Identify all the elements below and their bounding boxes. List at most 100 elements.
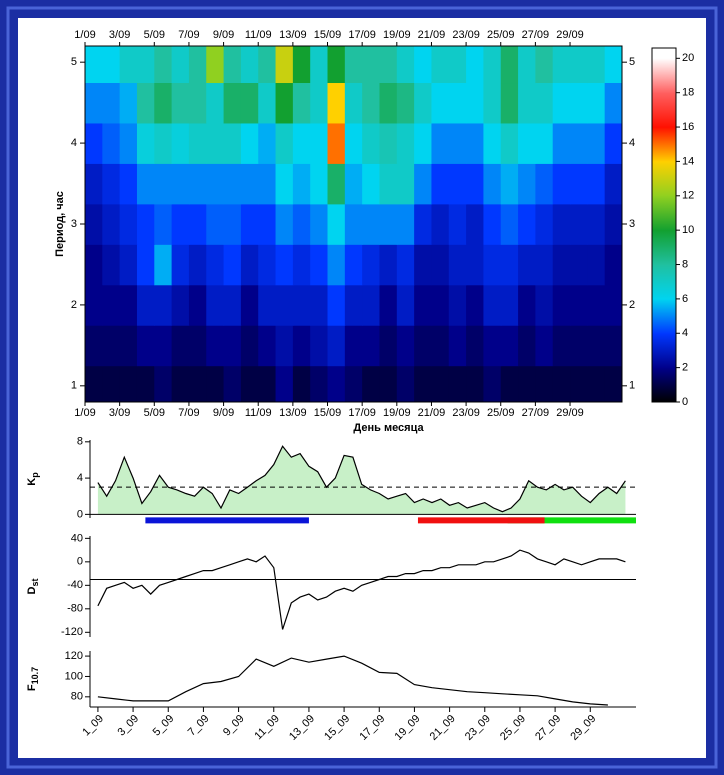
heatmap-cell bbox=[240, 82, 259, 124]
heatmap-cell bbox=[483, 325, 502, 367]
heatmap-cell bbox=[206, 244, 225, 286]
heatmap-cell bbox=[552, 46, 571, 84]
heatmap-cell bbox=[275, 365, 294, 402]
heatmap-cell bbox=[188, 244, 207, 286]
heatmap-cell bbox=[171, 244, 190, 286]
heatmap-cell bbox=[206, 122, 225, 164]
colorbar-segment bbox=[652, 367, 676, 403]
heatmap-cell bbox=[379, 365, 398, 402]
x-tick-label: 5/09 bbox=[144, 407, 165, 419]
heatmap-cell bbox=[310, 163, 329, 205]
y-tick-label: 8 bbox=[77, 436, 83, 448]
heatmap-cell bbox=[448, 203, 467, 245]
heatmap-cell bbox=[275, 46, 294, 84]
heatmap-cell bbox=[275, 203, 294, 245]
y-axis-label-main: D bbox=[26, 586, 38, 594]
colorbar-segment bbox=[652, 298, 676, 334]
heatmap-cell bbox=[570, 365, 588, 402]
colorbar-tick-label: 18 bbox=[682, 87, 694, 99]
heatmap-cell bbox=[240, 365, 259, 402]
x-tick-label-top: 1/09 bbox=[74, 29, 95, 41]
heatmap-cell bbox=[362, 163, 381, 205]
x-tick-label-top: 9/09 bbox=[213, 29, 234, 41]
heatmap-cell bbox=[292, 163, 311, 205]
heatmap-cell bbox=[310, 284, 329, 326]
heatmap-cell bbox=[448, 325, 467, 367]
heatmap-cell bbox=[414, 203, 433, 245]
heatmap-cell bbox=[414, 325, 433, 367]
heatmap-cell bbox=[344, 82, 363, 124]
colorbar-tick-label: 10 bbox=[682, 224, 694, 236]
y-tick-label: 120 bbox=[65, 650, 83, 662]
y-tick-label: 2 bbox=[71, 299, 77, 311]
heatmap-cell bbox=[570, 284, 588, 326]
interval-bar bbox=[145, 517, 309, 524]
heatmap-cell bbox=[275, 122, 294, 164]
heatmap-cell bbox=[518, 82, 536, 124]
heatmap-cell bbox=[396, 244, 415, 286]
heatmap-cell bbox=[362, 203, 381, 245]
heatmap-cell bbox=[223, 365, 242, 402]
heatmap-cell bbox=[483, 284, 502, 326]
heatmap-cell bbox=[171, 284, 190, 326]
heatmap-cell bbox=[379, 163, 398, 205]
heatmap-cell bbox=[188, 325, 207, 367]
heatmap-cell bbox=[102, 284, 121, 326]
heatmap-cell bbox=[102, 244, 121, 286]
heatmap-cell bbox=[448, 284, 467, 326]
y-axis-label-main: K bbox=[26, 478, 38, 486]
heatmap-cell bbox=[310, 46, 329, 84]
heatmap-cell bbox=[362, 244, 381, 286]
colorbar-segment bbox=[652, 58, 676, 94]
colorbar-border bbox=[651, 47, 677, 403]
heatmap-cell bbox=[275, 284, 294, 326]
heatmap-cell bbox=[119, 325, 138, 367]
heatmap-cell bbox=[570, 203, 588, 245]
heatmap-cell bbox=[362, 284, 381, 326]
heatmap-cell bbox=[85, 365, 103, 402]
heatmap-cell bbox=[171, 365, 190, 402]
heatmap-cell bbox=[223, 203, 242, 245]
heatmap-cell bbox=[448, 46, 467, 84]
y-tick-label: 80 bbox=[71, 691, 83, 703]
heatmap-cell bbox=[240, 244, 259, 286]
heatmap-cell bbox=[154, 284, 173, 326]
y-tick-label: 5 bbox=[71, 56, 77, 68]
heatmap-cell bbox=[362, 122, 381, 164]
colorbar-segment bbox=[652, 264, 676, 300]
heatmap-cell bbox=[102, 163, 121, 205]
heatmap-cell bbox=[258, 365, 277, 402]
heatmap-cell bbox=[119, 365, 138, 402]
heatmap-cell bbox=[119, 284, 138, 326]
heatmap-cell bbox=[206, 365, 225, 402]
heatmap-cell bbox=[604, 325, 622, 367]
heatmap-cell bbox=[136, 82, 155, 124]
heatmap-cell bbox=[379, 284, 398, 326]
x-tick-label-top: 13/09 bbox=[279, 29, 307, 41]
heatmap-cell bbox=[518, 244, 536, 286]
heatmap-cell bbox=[587, 203, 606, 245]
heatmap-cell bbox=[396, 122, 415, 164]
heatmap-cell bbox=[431, 244, 450, 286]
heatmap-cell bbox=[396, 203, 415, 245]
heatmap-cell bbox=[258, 122, 277, 164]
heatmap-cell bbox=[310, 203, 329, 245]
x-tick-label-top: 27/09 bbox=[522, 29, 550, 41]
heatmap-cell bbox=[535, 284, 554, 326]
heatmap-cell bbox=[362, 365, 381, 402]
heatmap-cell bbox=[570, 82, 588, 124]
heatmap-cell bbox=[552, 365, 571, 402]
heatmap-cell bbox=[258, 82, 277, 124]
heatmap-cell bbox=[102, 46, 121, 84]
x-tick-label: 1/09 bbox=[74, 407, 95, 419]
heatmap-cell bbox=[466, 325, 485, 367]
line bbox=[97, 655, 608, 706]
heatmap-cell bbox=[570, 122, 588, 164]
heatmap-cell bbox=[396, 163, 415, 205]
y-tick-label: 100 bbox=[65, 670, 83, 682]
heatmap-cell bbox=[414, 244, 433, 286]
x-tick-label: 25/09 bbox=[487, 407, 515, 419]
heatmap-cell bbox=[188, 82, 207, 124]
heatmap-cell bbox=[327, 203, 346, 245]
